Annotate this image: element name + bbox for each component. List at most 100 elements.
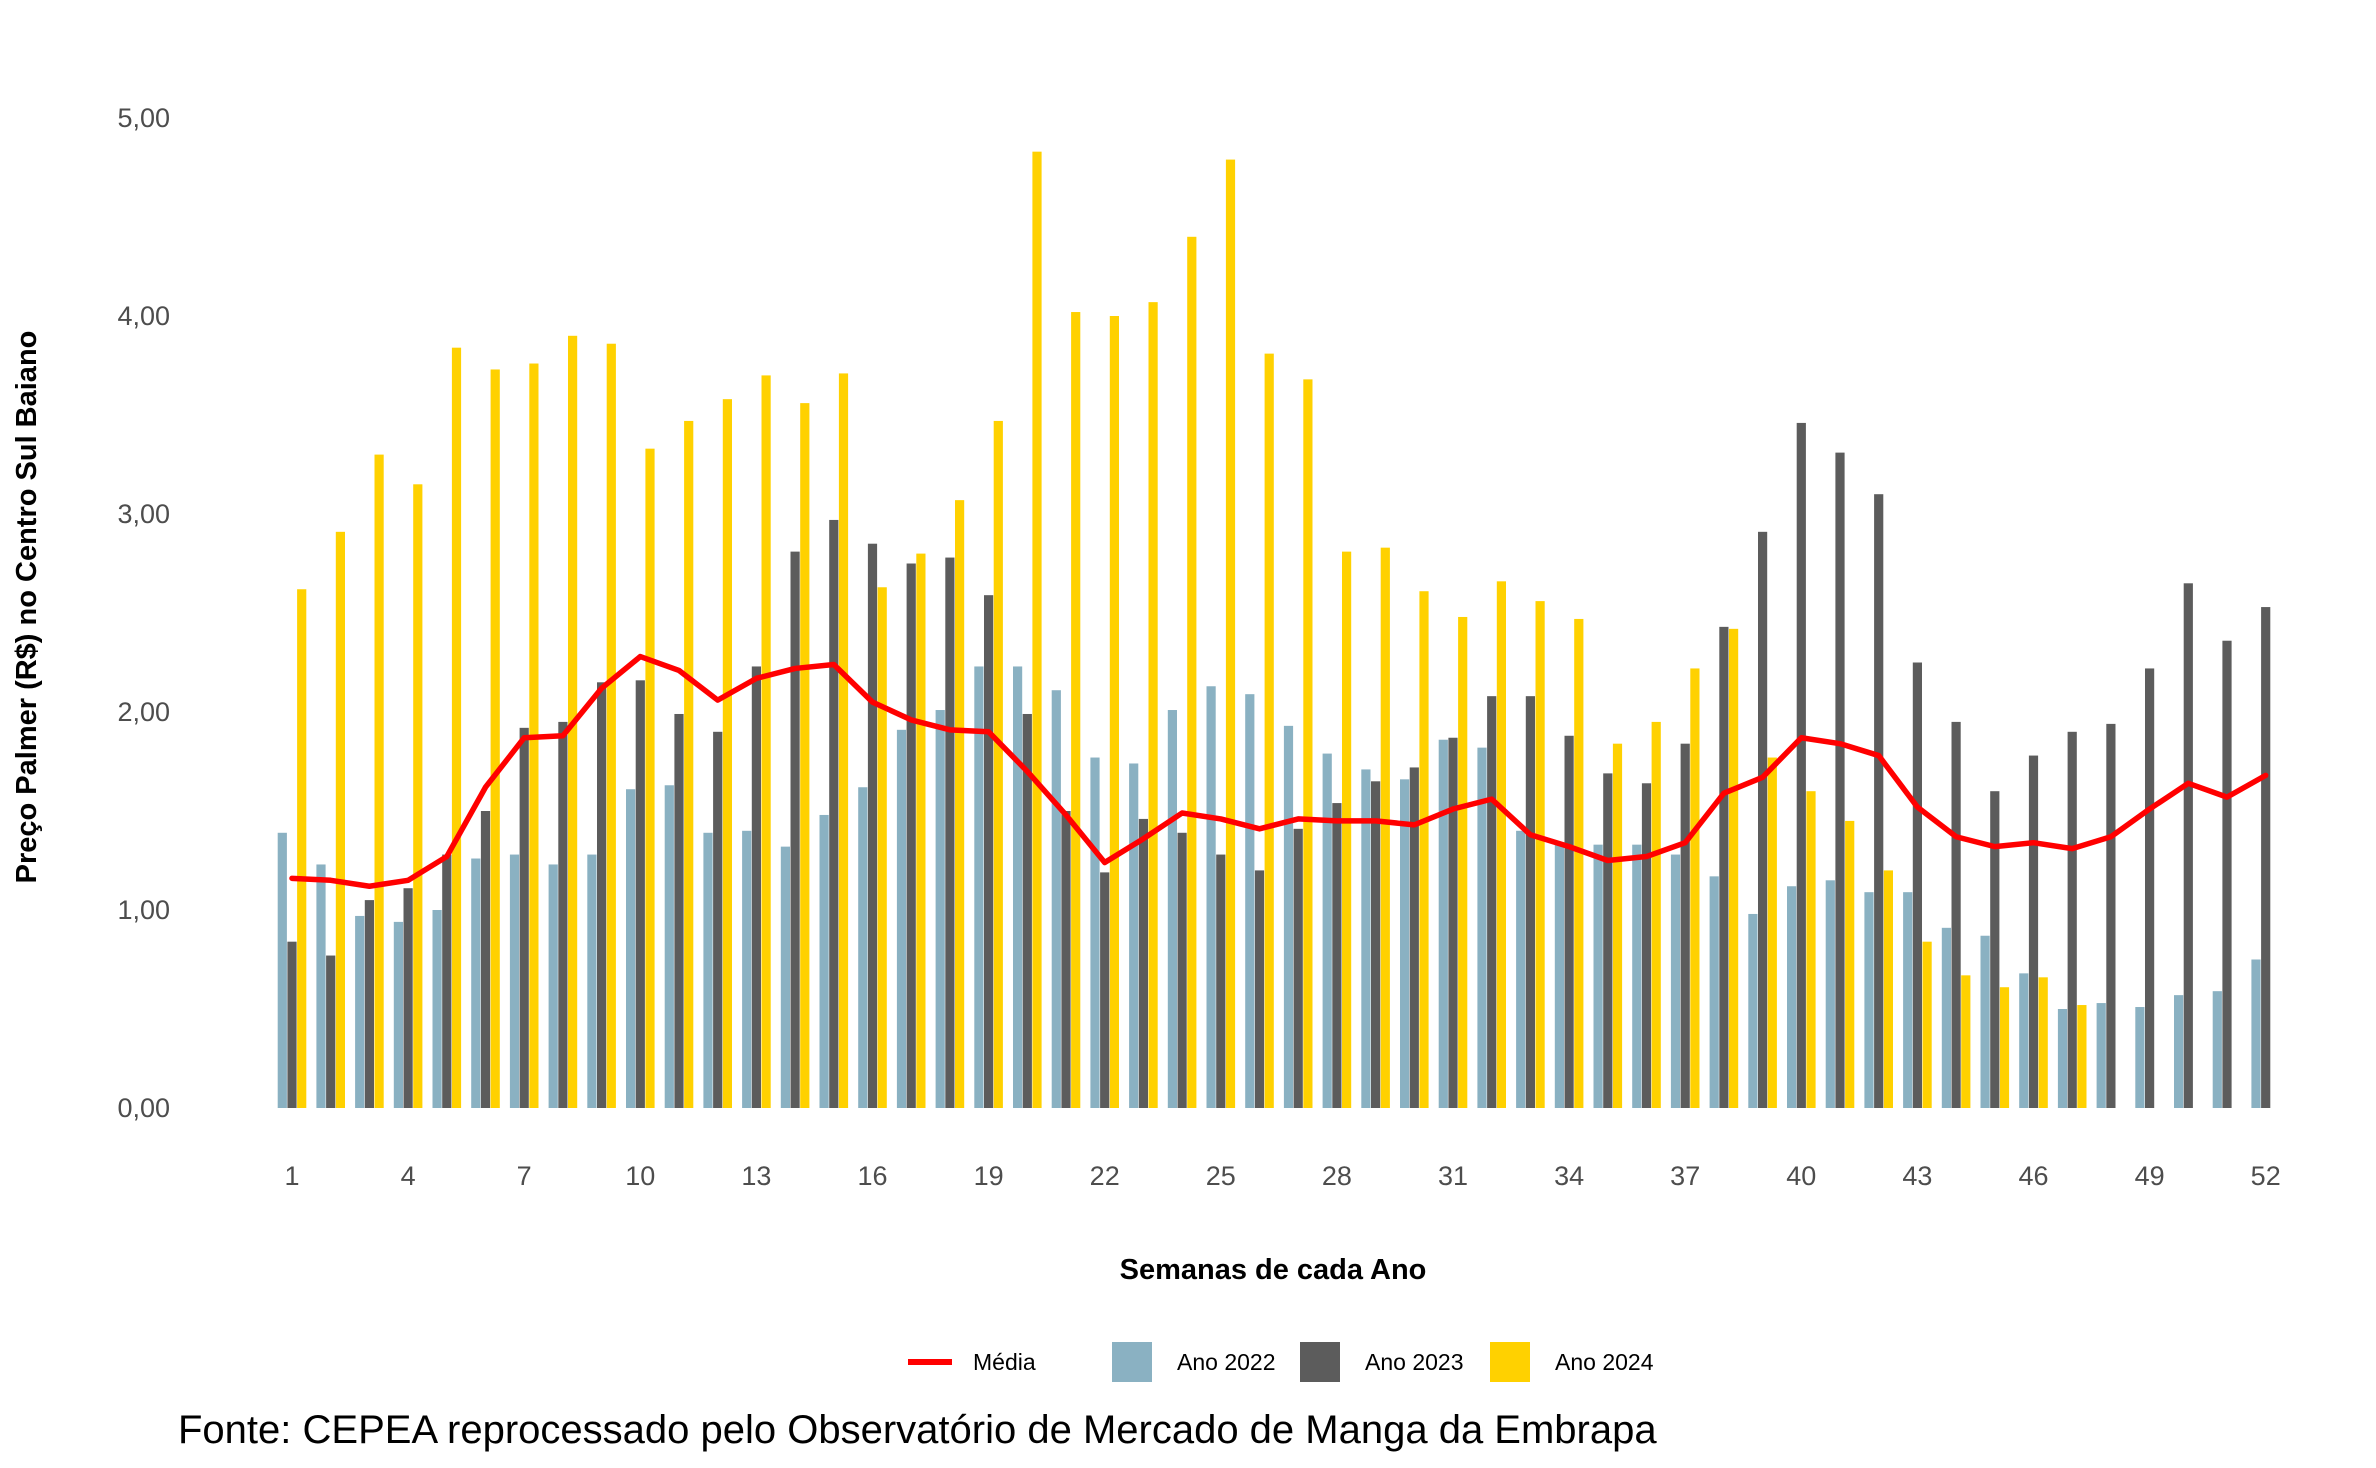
- bar-ano-2023: [713, 731, 723, 1108]
- bar-ano-2024: [1922, 941, 1932, 1108]
- x-tick-label: 13: [741, 1161, 771, 1191]
- bar-ano-2023: [442, 854, 452, 1108]
- x-tick-label: 37: [1670, 1161, 1700, 1191]
- bar-ano-2024: [645, 448, 655, 1108]
- x-tick-label: 10: [625, 1161, 655, 1191]
- legend-key-ano-2023: [1300, 1342, 1340, 1382]
- bar-ano-2024: [335, 531, 345, 1108]
- bar-ano-2023: [1603, 773, 1613, 1108]
- legend-label: Ano 2022: [1177, 1349, 1275, 1375]
- source-note: Fonte: CEPEA reprocessado pelo Observató…: [178, 1408, 1657, 1452]
- bar-ano-2023: [2183, 583, 2193, 1108]
- bar-ano-2023: [364, 900, 374, 1108]
- bar-ano-2023: [1951, 721, 1961, 1108]
- bar-ano-2023: [1680, 743, 1690, 1108]
- bar-ano-2022: [471, 858, 481, 1108]
- legend-label: Ano 2023: [1365, 1349, 1463, 1375]
- bar-ano-2022: [1322, 753, 1332, 1108]
- bar-series-group: [277, 151, 2271, 1109]
- y-tick-label: 4,00: [117, 301, 170, 331]
- bar-ano-2024: [1071, 312, 1081, 1108]
- bar-ano-2022: [2019, 973, 2029, 1108]
- bar-ano-2023: [1100, 872, 1110, 1108]
- bar-ano-2022: [1709, 876, 1719, 1108]
- bar-ano-2022: [1129, 763, 1139, 1108]
- x-tick-label: 16: [857, 1161, 887, 1191]
- bar-ano-2022: [819, 814, 829, 1108]
- bar-ano-2024: [993, 420, 1003, 1108]
- bar-ano-2022: [1787, 886, 1797, 1108]
- bar-ano-2024: [800, 403, 810, 1108]
- bar-ano-2023: [790, 551, 800, 1108]
- bar-ano-2022: [896, 729, 907, 1108]
- bar-ano-2023: [867, 543, 878, 1108]
- legend-label: Ano 2024: [1555, 1349, 1654, 1375]
- bar-ano-2024: [1845, 820, 1855, 1108]
- bar-ano-2024: [1729, 628, 1739, 1108]
- bar-ano-2023: [480, 811, 491, 1108]
- x-tick-label: 19: [974, 1161, 1004, 1191]
- bar-ano-2022: [2174, 995, 2184, 1108]
- bar-ano-2022: [1167, 710, 1177, 1108]
- bar-ano-2022: [509, 854, 520, 1108]
- bar-ano-2024: [1419, 591, 1429, 1108]
- y-tick-label: 0,00: [117, 1093, 170, 1123]
- bar-ano-2024: [374, 454, 384, 1109]
- bar-ano-2023: [2222, 640, 2232, 1108]
- bar-ano-2024: [1380, 547, 1390, 1108]
- bar-ano-2023: [1874, 494, 1884, 1108]
- bar-ano-2024: [1458, 616, 1468, 1108]
- bar-ano-2024: [722, 399, 732, 1108]
- bar-ano-2024: [1767, 757, 1777, 1108]
- legend-key-ano-2022: [1112, 1342, 1152, 1382]
- bar-ano-2024: [1535, 601, 1545, 1108]
- x-axis-ticks: 1 4 7 10 13 16 19 22 25 28 31 34 37 40 43 46 49 52: [284, 1161, 2280, 1191]
- bar-ano-2024: [1148, 302, 1158, 1108]
- bar-ano-2023: [1293, 828, 1303, 1108]
- bar-ano-2022: [1632, 844, 1642, 1108]
- bar-ano-2022: [1554, 842, 1564, 1108]
- bar-ano-2022: [1825, 880, 1835, 1108]
- bar-ano-2022: [935, 710, 945, 1108]
- bar-ano-2023: [635, 680, 645, 1108]
- bar-ano-2023: [1758, 531, 1768, 1108]
- bar-ano-2024: [1806, 791, 1816, 1108]
- bar-ano-2023: [2261, 607, 2271, 1108]
- bar-ano-2022: [703, 832, 713, 1108]
- x-tick-label: 49: [2135, 1161, 2165, 1191]
- x-tick-label: 4: [401, 1161, 416, 1191]
- bar-ano-2023: [1061, 811, 1071, 1108]
- bar-ano-2022: [780, 846, 790, 1108]
- bar-ano-2023: [2067, 731, 2077, 1108]
- bar-ano-2023: [1177, 832, 1187, 1108]
- bar-ano-2023: [751, 666, 761, 1108]
- bar-ano-2022: [742, 830, 752, 1108]
- bar-ano-2022: [1051, 690, 1061, 1108]
- bar-ano-2023: [1525, 696, 1535, 1108]
- bar-ano-2023: [984, 595, 994, 1108]
- y-tick-label: 2,00: [117, 697, 170, 727]
- bar-ano-2024: [761, 375, 771, 1108]
- bar-ano-2022: [1593, 844, 1603, 1108]
- bar-ano-2024: [1109, 316, 1119, 1108]
- y-axis-ticks: 0,00 1,00 2,00 3,00 4,00 5,00: [117, 103, 170, 1123]
- bar-ano-2024: [2038, 977, 2048, 1108]
- x-tick-label: 40: [1786, 1161, 1816, 1191]
- bar-ano-2022: [1283, 725, 1294, 1108]
- bar-ano-2024: [1961, 975, 1971, 1108]
- bar-ano-2023: [558, 721, 568, 1108]
- x-tick-label: 43: [1902, 1161, 1932, 1191]
- bar-ano-2024: [1303, 379, 1313, 1108]
- x-tick-label: 31: [1438, 1161, 1468, 1191]
- bar-ano-2024: [1612, 743, 1623, 1108]
- bar-ano-2022: [2057, 1009, 2068, 1108]
- bar-ano-2023: [1254, 870, 1265, 1108]
- bar-ano-2022: [1400, 779, 1410, 1108]
- bar-ano-2024: [413, 484, 423, 1108]
- bar-ano-2022: [2251, 959, 2261, 1108]
- bar-ano-2022: [1748, 913, 1758, 1108]
- bar-ano-2023: [1332, 803, 1342, 1108]
- bar-ano-2022: [1013, 666, 1023, 1108]
- bar-ano-2024: [606, 343, 616, 1109]
- bar-ano-2023: [1912, 662, 1922, 1108]
